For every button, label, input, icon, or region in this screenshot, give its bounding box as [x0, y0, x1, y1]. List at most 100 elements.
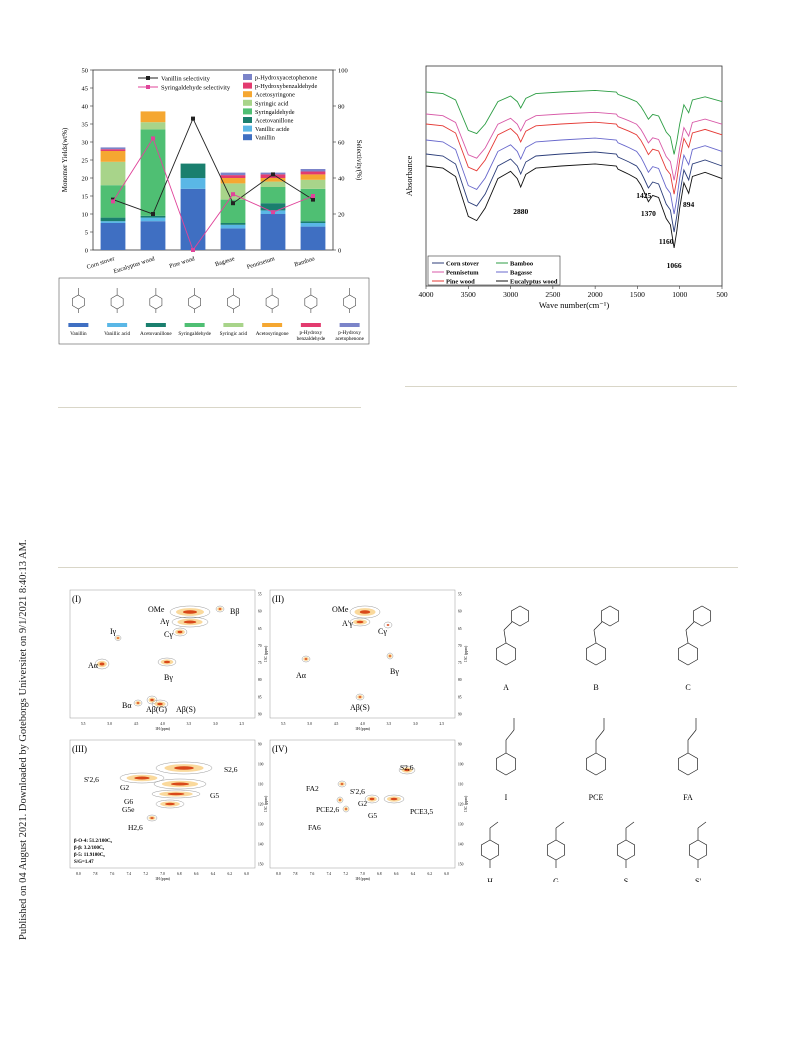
nmr-x-tick-label: 7.6 — [310, 872, 315, 876]
nmr-contour-core — [157, 702, 163, 706]
y2-tick-label: 80 — [338, 104, 345, 111]
bar-segment — [220, 178, 246, 184]
nmr-peak-label: G5 — [368, 811, 377, 820]
category-label: Bamboo — [294, 255, 316, 268]
nmr-x-tick-label: 7.2 — [343, 872, 348, 876]
bar-segment — [220, 172, 246, 176]
y-axis-label: Monomer Yields(wt%) — [61, 127, 69, 192]
bar-segment — [300, 179, 326, 189]
bar-segment — [100, 161, 126, 186]
nmr-x-tick-label: 7.4 — [127, 872, 132, 876]
nmr-contour-core — [390, 797, 398, 801]
nmr-contour-outline — [398, 765, 416, 775]
nmr-x-tick-label: 6.4 — [211, 872, 216, 876]
nmr-contour-outline — [151, 789, 201, 799]
bar-segment — [140, 221, 166, 250]
nmr-x-tick-label: 6.2 — [228, 872, 233, 876]
nmr-contour-outline — [119, 772, 165, 784]
bar-legend-label: Acetovanillone — [255, 118, 294, 125]
structure-label: Syringaldehyde — [178, 331, 211, 337]
bar-legend-label: Syringaldehyde — [255, 109, 295, 116]
structure-ring — [692, 605, 712, 627]
nmr-y-tick-label: 85 — [458, 695, 462, 699]
bar-legend-swatch — [243, 134, 252, 141]
bar-segment — [260, 203, 286, 211]
nmr-x-tick-label: 7.0 — [360, 872, 365, 876]
nmr-contour-core — [165, 802, 175, 806]
nmr-x-tick-label: 7.4 — [327, 872, 332, 876]
structure-ring — [546, 839, 566, 861]
y-tick-label: 0 — [85, 248, 88, 255]
benzene-ring — [265, 294, 279, 310]
peak-annotation: 1160 — [659, 237, 674, 246]
nmr-y-tick-label: 60 — [458, 610, 462, 614]
structure-color-key — [145, 323, 166, 327]
nmr-y-tick-label: 70 — [258, 644, 262, 648]
nmr-peak-label: S'2,6 — [350, 787, 365, 796]
nmr-peak-label: G2 — [358, 799, 367, 808]
nmr-contour-outline — [133, 699, 143, 707]
lignin-structures: A B C I PCE FA H G S S' — [480, 605, 712, 882]
nmr-contour-outline — [342, 805, 350, 813]
legend-label: Bagasse — [510, 270, 532, 277]
selectivity-point — [231, 201, 235, 206]
bar-legend-swatch — [243, 117, 252, 123]
nmr-x-tick-label: 6.0 — [244, 872, 249, 876]
selectivity-point — [311, 194, 315, 198]
structure-bond — [503, 629, 507, 644]
nmr-contour-core — [150, 698, 154, 702]
nmr-y-tick-label: 110 — [458, 783, 463, 787]
category-label: Corn stover — [86, 255, 116, 271]
y2-axis-label: Selectivity(%) — [355, 140, 363, 181]
nmr-y-tick-label: 65 — [258, 627, 262, 631]
nmr-x-tick-label: 2.5 — [240, 722, 245, 726]
nmr-panel-frame — [269, 739, 456, 869]
nmr-x-tick-label: 8.0 — [76, 872, 81, 876]
bar-legend-swatch — [243, 125, 252, 132]
structure-bond — [503, 621, 513, 631]
structure-label: p-Hydroxy — [338, 330, 361, 336]
nmr-contour-core — [134, 776, 150, 780]
structure-label: benzaldehyde — [297, 336, 326, 342]
y-tick-label: 5 — [85, 230, 88, 237]
structure-label: Vanillin — [70, 331, 87, 337]
bar-segment — [100, 147, 126, 150]
nmr-contour-core — [388, 655, 392, 657]
nmr-y-tick-label: 85 — [258, 695, 262, 699]
structure-label: A — [503, 683, 509, 692]
peak-annotation: 1066 — [667, 261, 682, 270]
structure-ring — [496, 642, 516, 666]
structure-bond — [505, 729, 515, 741]
nmr-y-tick-label: 130 — [258, 823, 264, 827]
nmr-x-tick-label: 7.2 — [143, 872, 148, 876]
structure-bond — [595, 729, 605, 741]
nmr-x-tick-label: 5.5 — [281, 722, 286, 726]
nmr-peak-label: Bβ — [230, 607, 239, 616]
nmr-x-tick-label: 8.0 — [276, 872, 281, 876]
x-tick-label: 1000 — [672, 290, 687, 299]
structure-color-key — [68, 323, 89, 327]
y-tick-label: 10 — [82, 212, 89, 219]
nmr-contour-outline — [364, 794, 380, 804]
publisher-note-text: Published on 04 August 2021. Downloaded … — [18, 539, 29, 940]
nmr-x-axis-label: 1H (ppm) — [155, 877, 171, 881]
nmr-y-axis-label: 13C (ppm) — [464, 645, 468, 662]
nmr-y-tick-label: 60 — [258, 610, 262, 614]
nmr-x-tick-label: 7.0 — [160, 872, 165, 876]
nmr-panel-label: (IV) — [272, 744, 288, 754]
x-tick-label: 3000 — [503, 290, 518, 299]
bar-segment — [220, 223, 246, 225]
nmr-peak-label: Aβ(S) — [350, 703, 370, 712]
nmr-peak-label: Aγ — [160, 617, 170, 626]
structure-color-key — [184, 323, 205, 327]
divider-left — [58, 407, 361, 408]
peak-annotation: 1425 — [636, 191, 651, 200]
bar-segment — [260, 181, 286, 187]
benzene-ring — [110, 294, 124, 310]
nmr-contour-core — [170, 782, 190, 786]
benzene-ring — [72, 294, 85, 310]
structure-label: B — [593, 683, 598, 692]
nmr-x-tick-label: 7.8 — [93, 872, 98, 876]
bar-segment — [220, 175, 246, 178]
bar-segment — [300, 221, 326, 223]
